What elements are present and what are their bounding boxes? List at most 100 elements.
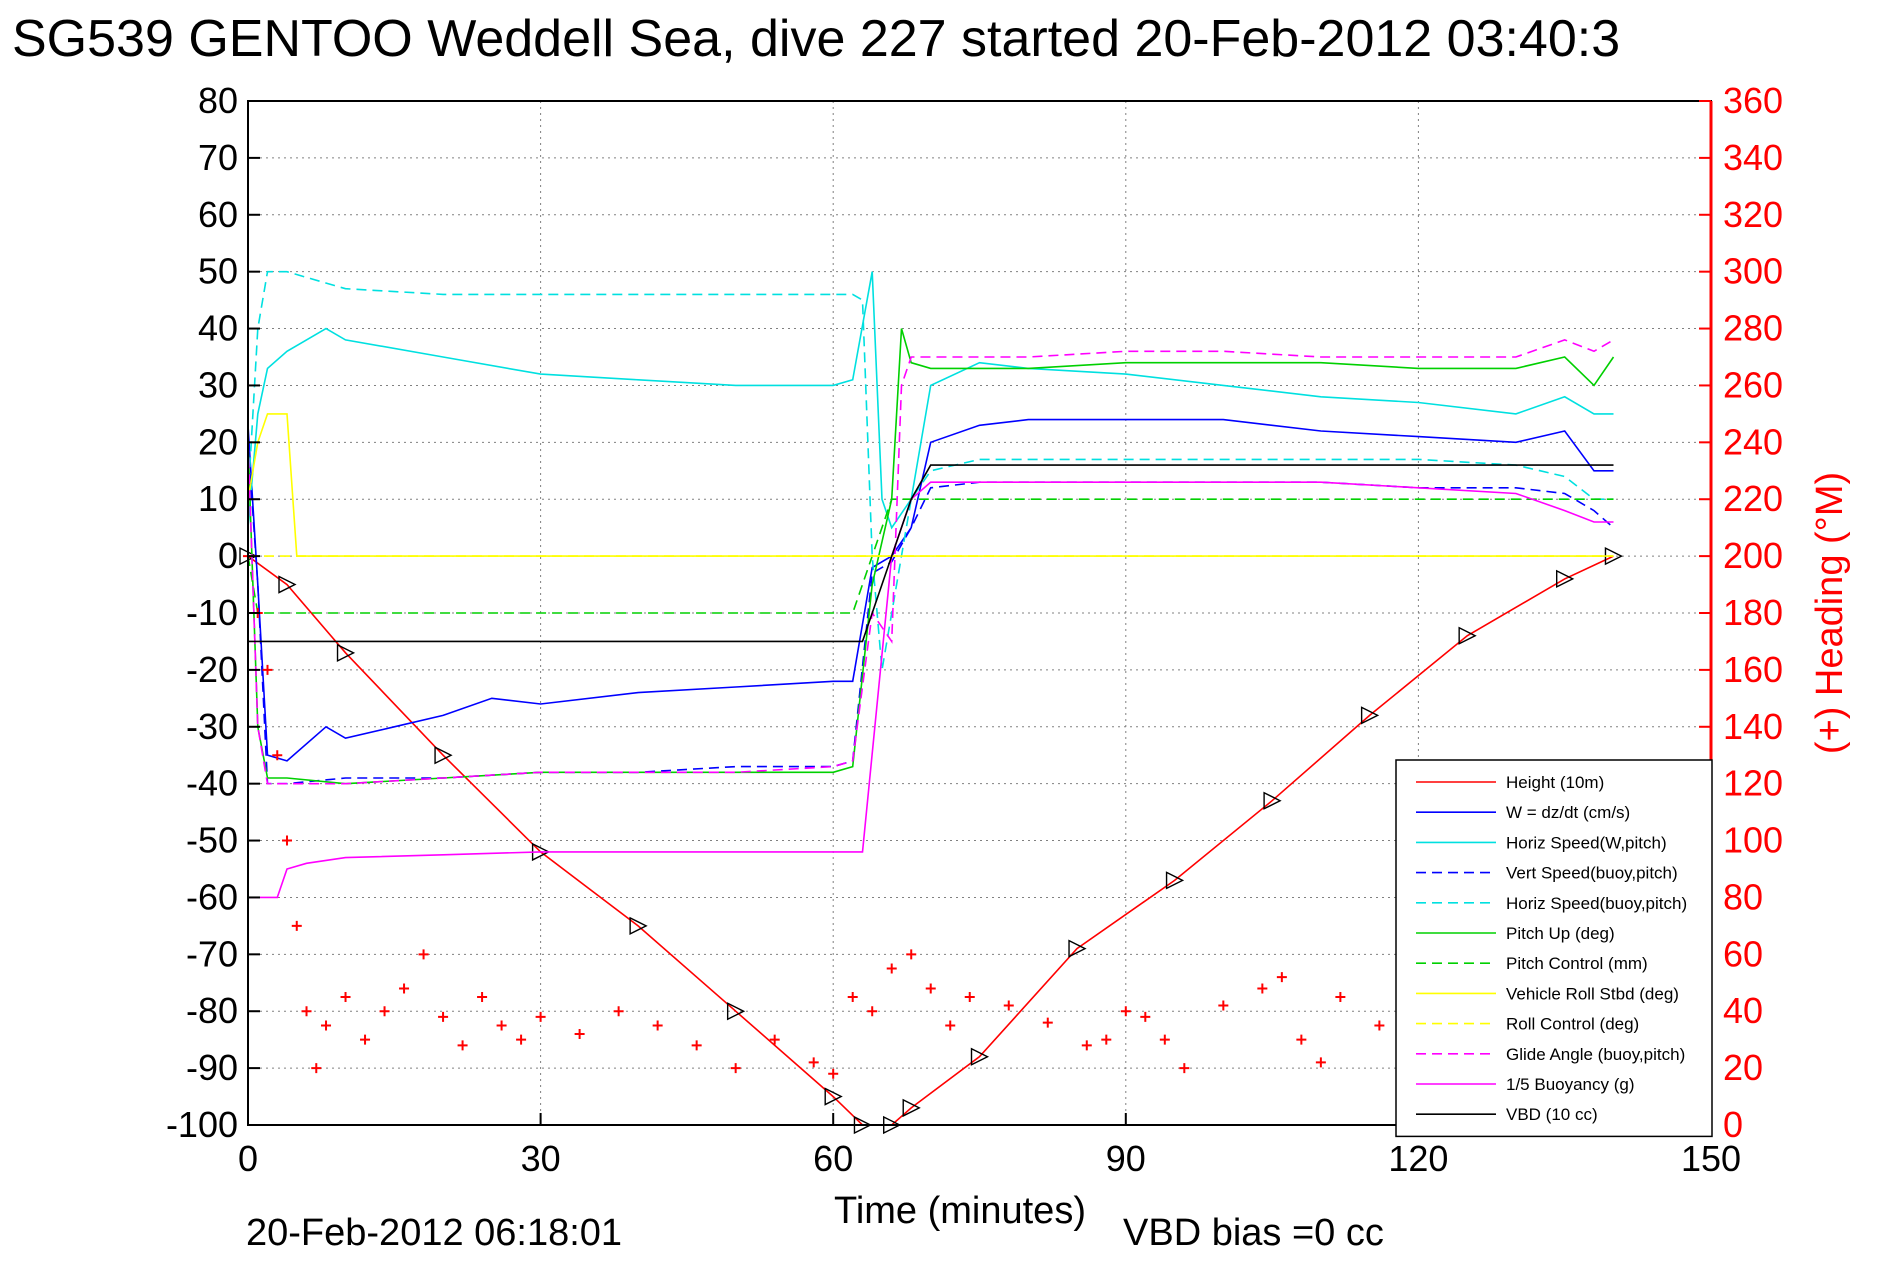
heading-marker bbox=[301, 1006, 312, 1017]
heading-marker bbox=[1120, 1006, 1131, 1017]
heading-marker bbox=[360, 1034, 371, 1045]
heading-marker bbox=[652, 1020, 663, 1031]
legend-label: Roll Control (deg) bbox=[1506, 1015, 1639, 1034]
heading-marker bbox=[272, 750, 283, 761]
height-marker bbox=[1165, 871, 1185, 890]
left-tick-label: -90 bbox=[186, 1047, 238, 1088]
left-tick-label: -30 bbox=[186, 706, 238, 747]
left-axis-ticks: 80 70 60 50 40 30 20 10 0 -10 -20 -30 -40 -50 -60 -70 -8… bbox=[166, 80, 260, 1145]
left-tick-label: -100 bbox=[166, 1104, 238, 1145]
heading-marker bbox=[457, 1040, 468, 1051]
heading-marker bbox=[1218, 1000, 1229, 1011]
left-tick-label: -10 bbox=[186, 592, 238, 633]
right-tick-label: 340 bbox=[1723, 137, 1783, 178]
heading-marker bbox=[906, 949, 917, 960]
series-line-10 bbox=[248, 481, 1614, 899]
heading-marker bbox=[399, 983, 410, 994]
x-tick-label: 0 bbox=[238, 1138, 258, 1179]
height-marker bbox=[434, 746, 453, 765]
heading-marker bbox=[262, 664, 273, 675]
right-tick-label: 300 bbox=[1723, 251, 1783, 292]
heading-marker bbox=[311, 1063, 322, 1074]
right-tick-label: 60 bbox=[1723, 933, 1763, 974]
heading-marker bbox=[1335, 992, 1346, 1002]
height-marker bbox=[1556, 569, 1575, 588]
heading-marker bbox=[1257, 983, 1268, 994]
series-line-6 bbox=[247, 498, 1614, 614]
legend-label: 1/5 Buoyancy (g) bbox=[1506, 1075, 1635, 1094]
left-tick-label: 20 bbox=[198, 421, 238, 462]
left-tick-label: -60 bbox=[186, 876, 238, 917]
right-tick-label: 360 bbox=[1723, 80, 1783, 121]
heading-marker bbox=[282, 835, 293, 846]
right-tick-label: 140 bbox=[1723, 706, 1783, 747]
heading-marker bbox=[321, 1020, 332, 1031]
right-tick-label: 200 bbox=[1723, 535, 1783, 576]
height-marker bbox=[1458, 626, 1477, 645]
heading-marker bbox=[867, 1006, 878, 1017]
heading-marker bbox=[613, 1006, 624, 1017]
right-tick-label: 320 bbox=[1723, 194, 1783, 235]
heading-marker bbox=[418, 949, 429, 960]
heading-marker bbox=[438, 1011, 449, 1022]
legend-label: VBD (10 cc) bbox=[1506, 1105, 1598, 1124]
legend-label: Height (10m) bbox=[1506, 773, 1604, 792]
left-tick-label: 40 bbox=[198, 308, 238, 349]
right-tick-label: 80 bbox=[1723, 876, 1763, 917]
legend-label: Horiz Speed(W,pitch) bbox=[1506, 833, 1667, 852]
height-marker bbox=[336, 643, 356, 662]
left-tick-label: -80 bbox=[186, 990, 238, 1031]
height-marker bbox=[970, 1047, 990, 1066]
right-tick-label: 100 bbox=[1723, 820, 1783, 861]
legend-box bbox=[1395, 759, 1713, 1138]
heading-marker bbox=[574, 1028, 585, 1039]
x-tick-label: 60 bbox=[813, 1138, 853, 1179]
left-tick-label: -20 bbox=[186, 649, 238, 690]
right-tick-label: 120 bbox=[1723, 763, 1783, 804]
heading-marker bbox=[1003, 1000, 1014, 1011]
height-marker bbox=[726, 1002, 746, 1021]
heading-marker bbox=[1140, 1011, 1151, 1022]
height-marker bbox=[902, 1098, 921, 1118]
heading-marker bbox=[1374, 1020, 1385, 1031]
height-marker bbox=[1263, 791, 1282, 810]
chart-title: SG539 GENTOO Weddell Sea, dive 227 start… bbox=[12, 10, 1620, 68]
right-tick-label: 0 bbox=[1723, 1104, 1743, 1145]
left-tick-label: 0 bbox=[218, 535, 238, 576]
right-tick-label: 240 bbox=[1723, 421, 1783, 462]
left-tick-label: -40 bbox=[186, 763, 238, 804]
left-tick-label: 80 bbox=[198, 80, 238, 121]
right-tick-label: 220 bbox=[1723, 478, 1783, 519]
heading-marker bbox=[808, 1057, 819, 1068]
heading-marker bbox=[1101, 1034, 1112, 1045]
heading-marker bbox=[769, 1034, 780, 1045]
x-tick-label: 90 bbox=[1106, 1138, 1146, 1179]
legend-label: Vehicle Roll Stbd (deg) bbox=[1506, 984, 1679, 1003]
x-tick-label: 150 bbox=[1681, 1138, 1741, 1179]
height-marker bbox=[1360, 706, 1380, 725]
vbd-bias-footer: VBD bias =0 cc bbox=[1123, 1212, 1384, 1254]
heading-marker bbox=[496, 1020, 507, 1031]
series-line-2 bbox=[247, 271, 1614, 530]
left-tick-label: 10 bbox=[198, 478, 238, 519]
left-tick-label: 60 bbox=[198, 194, 238, 235]
heading-marker bbox=[1276, 972, 1287, 983]
left-tick-label: -70 bbox=[186, 933, 238, 974]
right-tick-label: 40 bbox=[1723, 990, 1763, 1031]
legend-label: Pitch Control (mm) bbox=[1506, 954, 1648, 973]
height-marker bbox=[278, 575, 297, 594]
heading-marker bbox=[828, 1068, 839, 1079]
right-tick-label: 260 bbox=[1723, 364, 1783, 405]
height-marker bbox=[824, 1087, 843, 1106]
series-line-11 bbox=[248, 464, 1614, 643]
legend-label: Horiz Speed(buoy,pitch) bbox=[1506, 894, 1687, 913]
heading-marker bbox=[1159, 1034, 1170, 1045]
legend-label: W = dz/dt (cm/s) bbox=[1506, 803, 1630, 822]
legend-label: Vert Speed(buoy,pitch) bbox=[1506, 864, 1678, 883]
left-tick-label: 30 bbox=[198, 364, 238, 405]
right-axis-ticks: 3603403203002802602402202001801601401201… bbox=[1699, 80, 1783, 1145]
legend: Height (10m) W = dz/dt (cm/s) Horiz Speed(… bbox=[1395, 759, 1713, 1138]
heading-marker bbox=[516, 1034, 527, 1045]
right-tick-label: 20 bbox=[1723, 1047, 1763, 1088]
heading-marker bbox=[847, 992, 858, 1002]
